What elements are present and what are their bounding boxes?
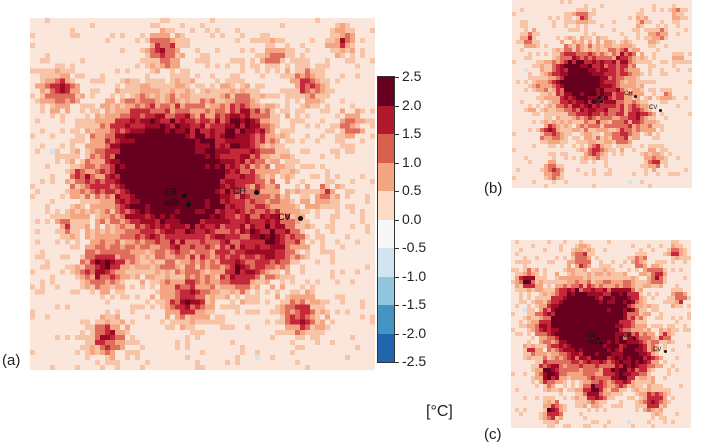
colorbar-tick: [394, 333, 399, 335]
colorbar-tick-label: -2.0: [402, 324, 427, 341]
panel-label-a: (a): [2, 352, 21, 369]
colorbar-tick: [394, 248, 399, 249]
station-marker-ch-a: [254, 190, 259, 195]
panel-label-b: (b): [484, 180, 503, 197]
colorbar-segment: [378, 219, 394, 248]
colorbar-tick-label: 1.0: [402, 153, 422, 170]
temperature-map-b: [512, 0, 692, 188]
temperature-map-a: [30, 18, 375, 370]
station-marker-eb-b: [598, 96, 601, 99]
panel-label-c: (c): [484, 426, 502, 443]
colorbar-tick: [394, 362, 399, 363]
station-marker-ch-b: [634, 95, 637, 98]
colorbar: [377, 76, 395, 363]
colorbar-tick-label: -2.5: [402, 353, 427, 369]
station-label-ch-a: CH: [233, 186, 246, 196]
station-marker-cv-a: [298, 216, 303, 221]
colorbar-tick-label: -1.0: [402, 267, 427, 284]
temperature-map-c: [511, 240, 691, 428]
station-marker-eb-a: [182, 193, 187, 198]
station-label-ch-b: CH: [624, 91, 633, 97]
colorbar-segment: [378, 134, 394, 163]
colorbar-segment: [378, 77, 394, 106]
colorbar-segment: [378, 191, 394, 220]
station-label-cv-a: CV: [278, 212, 291, 222]
colorbar-segment: [378, 276, 394, 305]
colorbar-tick: [394, 219, 399, 221]
station-label-wb-b: WB: [590, 99, 600, 105]
station-marker-wb-a: [186, 202, 191, 207]
colorbar-tick: [394, 162, 399, 164]
station-label-cv-b: CV: [649, 105, 658, 111]
station-label-eb-a: EB: [165, 187, 178, 197]
station-label-ch-c: CH: [623, 333, 632, 339]
colorbar-tick-label: 0.0: [402, 210, 422, 227]
colorbar-tick-label: -1.5: [402, 296, 427, 312]
colorbar-segment: [378, 333, 394, 362]
station-marker-ch-c: [633, 337, 636, 340]
colorbar-tick: [394, 276, 399, 278]
colorbar-segment: [378, 305, 394, 334]
colorbar-tick: [394, 134, 399, 135]
colorbar-tick-label: 2.0: [402, 96, 422, 113]
unit-label: [°C]: [426, 403, 453, 420]
station-label-wb-a: WB: [164, 198, 179, 208]
colorbar-tick-label: -0.5: [402, 239, 427, 255]
colorbar-tick: [394, 77, 399, 78]
station-label-wb-c: WB: [588, 340, 598, 346]
colorbar-tick-label: 1.5: [402, 125, 422, 141]
colorbar-tick: [394, 105, 399, 107]
colorbar-tick: [394, 305, 399, 306]
colorbar-segment: [378, 248, 394, 277]
station-marker-cv-c: [664, 350, 667, 353]
colorbar-tick-label: 2.5: [402, 68, 422, 84]
colorbar-tick-label: 0.5: [402, 182, 422, 198]
station-label-eb-c: EB: [588, 333, 597, 339]
station-label-cv-c: CV: [653, 347, 662, 353]
station-marker-wb-c: [599, 342, 602, 345]
station-label-eb-b: EB: [589, 92, 598, 98]
station-marker-eb-c: [597, 337, 600, 340]
colorbar-segment: [378, 162, 394, 191]
station-marker-cv-b: [659, 109, 662, 112]
station-marker-wb-b: [600, 100, 603, 103]
colorbar-segment: [378, 105, 394, 134]
colorbar-tick: [394, 191, 399, 192]
